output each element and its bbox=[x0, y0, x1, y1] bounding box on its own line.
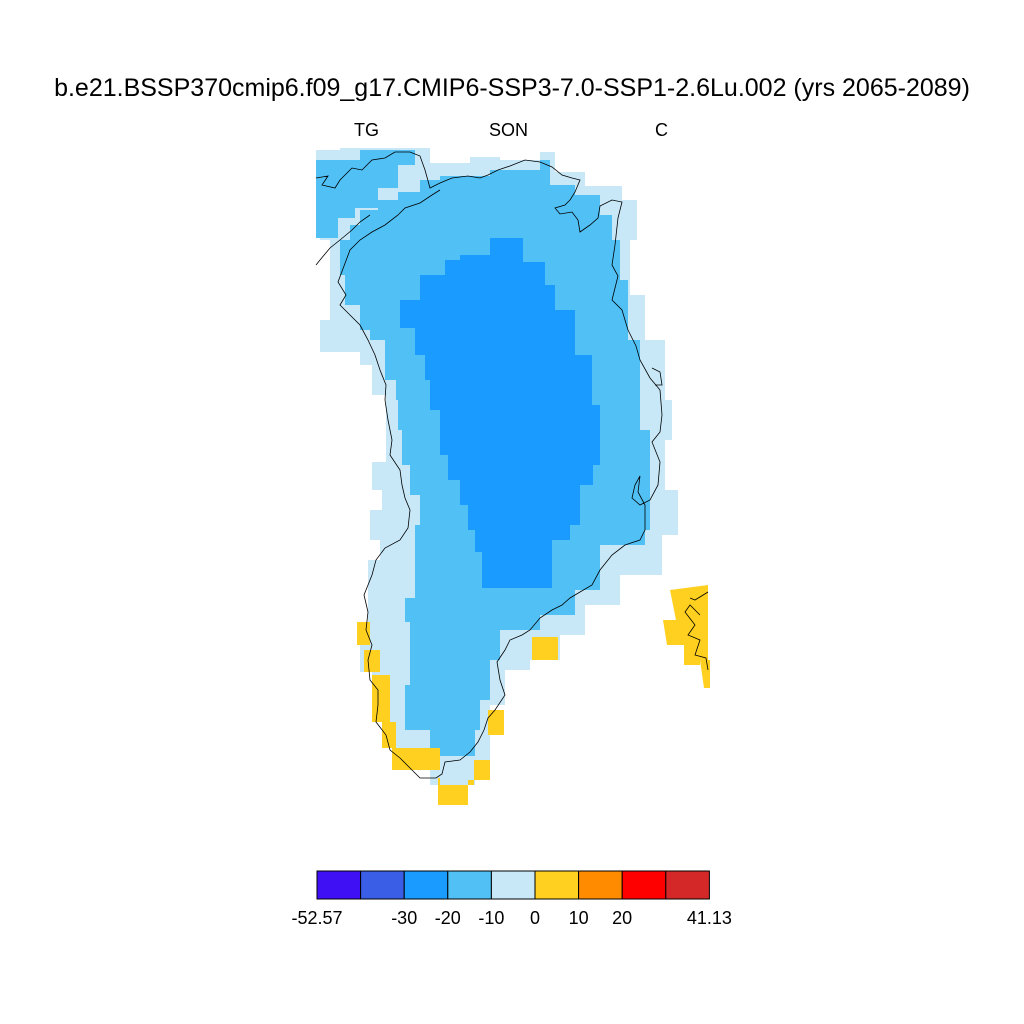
colorbar-swatch bbox=[316, 870, 362, 900]
colorbar-swatch bbox=[490, 870, 536, 900]
colorbar-tick-label: -20 bbox=[435, 908, 461, 928]
colorbar-tick-label: -30 bbox=[391, 908, 417, 928]
colorbar-tick-labels: -52.57 -30 -20 -10 0 10 20 41.13 bbox=[291, 908, 731, 928]
colorbar-swatch bbox=[447, 870, 492, 900]
colorbar-tick-label: 10 bbox=[569, 908, 589, 928]
contour-band-medium bbox=[316, 150, 415, 238]
contour-band-core bbox=[400, 238, 600, 588]
colorbar-swatch bbox=[360, 870, 405, 900]
colorbar-tick-label: -52.57 bbox=[291, 908, 342, 928]
colorbar-swatches bbox=[316, 870, 710, 900]
colorbar-swatch bbox=[665, 870, 710, 900]
colorbar-tick-label: 41.13 bbox=[687, 908, 732, 928]
colorbar-tick-label: -10 bbox=[478, 908, 504, 928]
plot-title: b.e21.BSSP370cmip6.f09_g17.CMIP6-SSP3-7.… bbox=[54, 74, 970, 102]
colorbar-swatch bbox=[403, 870, 449, 900]
season-label: SON bbox=[489, 120, 529, 140]
colorbar-tick-label: 0 bbox=[530, 908, 540, 928]
coastline bbox=[315, 151, 709, 779]
colorbar-tick-label: 20 bbox=[612, 908, 632, 928]
units-label: C bbox=[655, 120, 668, 140]
positive-anomaly-patches bbox=[357, 585, 710, 805]
colorbar-swatch bbox=[621, 870, 667, 900]
variable-label: TG bbox=[354, 120, 379, 140]
colorbar-swatch bbox=[578, 870, 623, 900]
colorbar-swatch bbox=[534, 870, 580, 900]
